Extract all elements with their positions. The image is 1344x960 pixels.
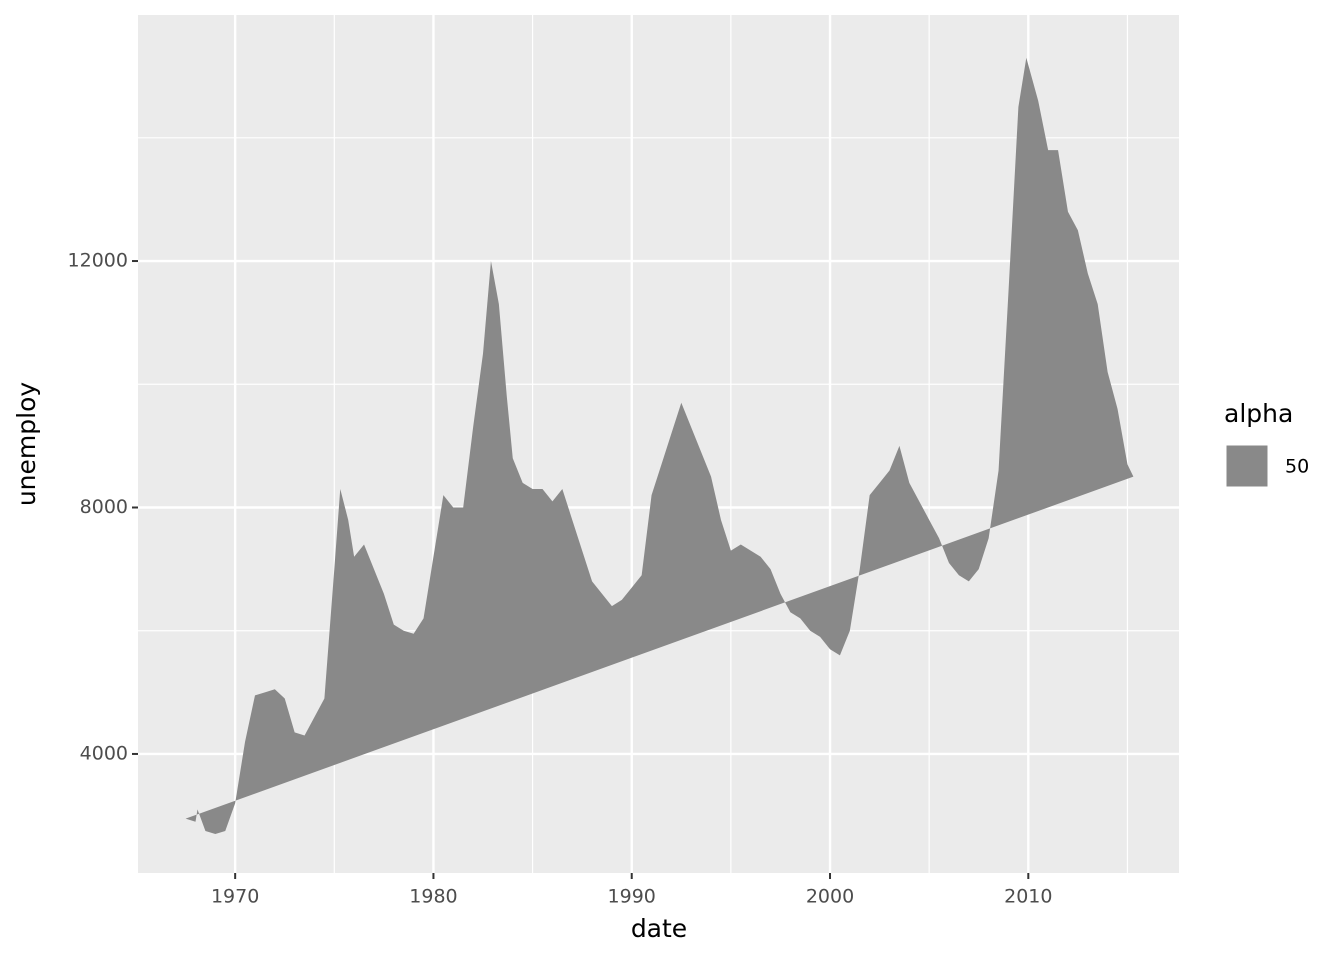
x-axis-title: date [631, 914, 687, 943]
y-tick-label: 4000 [80, 742, 128, 764]
legend-key [1225, 444, 1269, 488]
y-axis-title: unemploy [12, 382, 41, 507]
y-tick-label: 12000 [68, 250, 128, 272]
legend-title: alpha [1224, 399, 1293, 428]
area [185, 57, 1134, 835]
x-tick-label: 2000 [806, 886, 854, 908]
y-tick-label: 8000 [80, 496, 128, 518]
x-tick-label: 1970 [211, 886, 259, 908]
x-tick-label: 2010 [1004, 886, 1052, 908]
x-tick-label: 1990 [608, 886, 656, 908]
x-tick-label: 1980 [409, 886, 457, 908]
legend-label: 50 [1285, 456, 1309, 478]
